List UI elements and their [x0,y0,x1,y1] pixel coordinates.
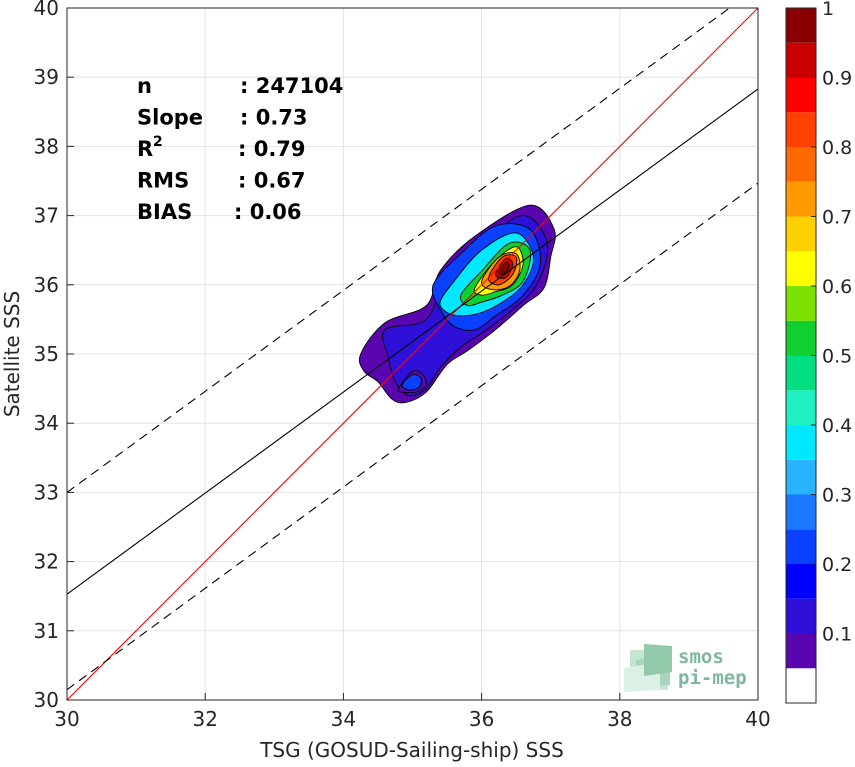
colorbar-tick-label: 0.1 [822,624,852,646]
colorbar-segment-17 [786,77,816,113]
smos-pi-mep-logo: smos pi-mep [624,644,747,692]
lower-bound-line [67,182,758,691]
stat-value-slope: : 0.73 [240,106,308,130]
upper-bound-line [67,8,731,493]
colorbar-segment-0 [786,668,816,703]
colorbar-segment-19 [786,8,816,43]
one-to-one-line [67,8,758,700]
colorbar-segment-1 [786,633,816,669]
x-tick-label: 36 [469,707,494,731]
colorbar-segment-16 [786,112,816,147]
stat-key-bias: BIAS [137,200,192,224]
colorbar-segment-7 [786,425,816,460]
colorbar-segment-9 [786,355,816,391]
colorbar-segment-14 [786,181,816,217]
y-tick-label: 40 [34,0,59,20]
y-tick-label: 34 [34,411,59,435]
colorbar-segment-5 [786,494,816,530]
stats-box: n : 247104 Slope : 0.73 R 2 : 0.79 RMS : 0.67 BIA… [137,74,343,224]
y-tick-label: 36 [34,273,59,297]
y-axis-label: Satellite SSS [0,291,24,417]
grid [66,7,759,701]
colorbar-segment-6 [786,459,816,495]
colorbar: 0.1 0.2 0.3 0.4 0.5 0.6 0.7 0.8 0.9 1 [785,0,852,704]
colorbar-segment-13 [786,216,816,252]
y-tick-label: 33 [34,480,59,504]
colorbar-tick-label: 0.5 [822,346,852,368]
stat-key-superscript: 2 [153,134,163,150]
colorbar-segment-11 [786,286,816,321]
stat-value-n: : 247104 [240,74,343,98]
stat-value-bias: : 0.06 [234,200,302,224]
regression-line [67,88,758,595]
x-tick-label: 34 [331,707,356,731]
colorbar-tick-label: 0.7 [822,207,852,229]
density-contours [358,204,556,404]
colorbar-tick-label: 0.2 [822,554,852,576]
logo-text-line1: smos [678,646,724,668]
x-tick-label: 30 [54,707,79,731]
colorbar-segment-2 [786,598,816,634]
x-axis-ticks: 30 32 34 36 38 40 [54,693,771,731]
colorbar-tick-label: 0.3 [822,485,852,507]
y-tick-label: 35 [34,342,59,366]
stat-value-r: : 0.79 [238,137,306,161]
y-tick-label: 30 [34,688,59,712]
density-contour-11 [401,374,422,391]
y-tick-label: 39 [34,65,59,89]
x-tick-label: 38 [607,707,632,731]
logo-text-line2: pi-mep [678,667,747,689]
y-tick-label: 31 [34,619,59,643]
stat-key-r: R [137,137,153,161]
stat-value-rms: : 0.67 [238,169,306,193]
colorbar-segment-18 [786,42,816,78]
x-axis-label: TSG (GOSUD-Sailing-ship) SSS [259,738,564,762]
stat-key-n: n [137,74,152,98]
stat-key-slope: Slope [137,106,203,130]
fit-lines [67,8,758,700]
colorbar-segment-8 [786,390,816,425]
colorbar-segment-10 [786,320,816,356]
stat-key-rms: RMS [137,169,189,193]
x-tick-label: 40 [745,707,770,731]
colorbar-segment-12 [786,251,816,286]
y-tick-label: 32 [34,550,59,574]
colorbar-tick-label: 0.6 [822,276,852,298]
colorbar-tick-label: 0.9 [822,68,852,90]
colorbar-tick-label: 0.8 [822,137,852,159]
logo-icon [624,644,672,692]
y-tick-label: 37 [34,204,59,228]
colorbar-segment-15 [786,147,816,182]
colorbar-segment-3 [786,564,816,599]
y-tick-label: 38 [34,134,59,158]
colorbar-tick-label: 0.4 [822,415,852,437]
colorbar-tick-label: 1 [822,0,834,20]
y-axis-ticks: 30 31 32 33 34 35 36 37 38 39 40 [34,0,74,712]
density-contour-9 [498,261,510,275]
colorbar-segment-4 [786,529,816,564]
x-tick-label: 32 [192,707,217,731]
